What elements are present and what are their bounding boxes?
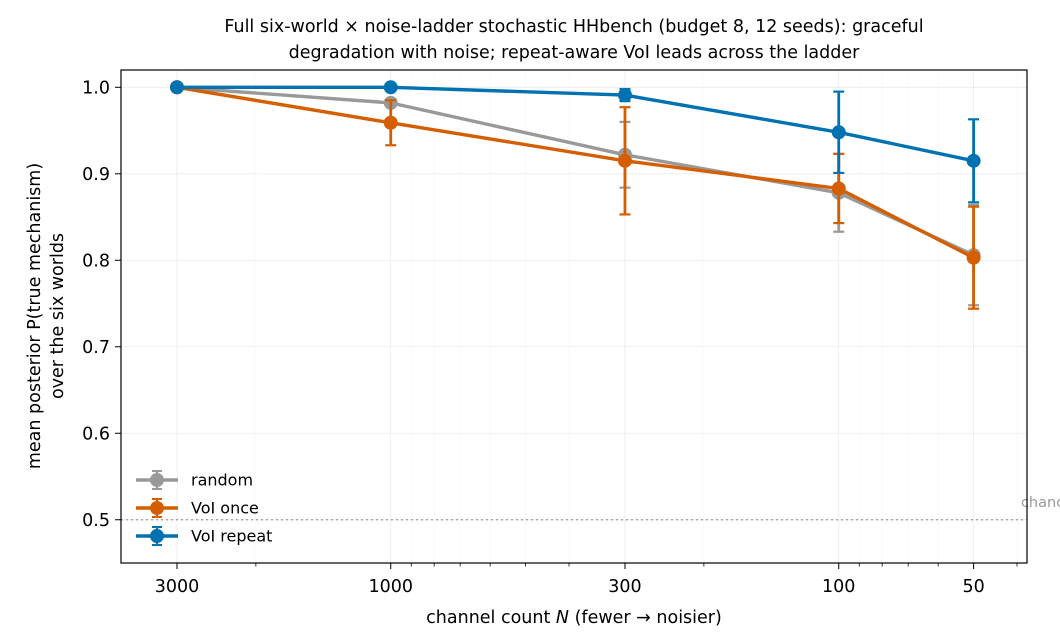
x-tick-label: 50 — [962, 577, 984, 597]
legend-marker — [150, 529, 164, 543]
x-tick-label: 300 — [608, 577, 641, 597]
legend-label: VoI once — [191, 499, 259, 518]
legend-label: VoI repeat — [191, 527, 272, 546]
chance-label: chance — [1021, 495, 1060, 511]
y-axis-label-line-1: mean posterior P(true mechanism) — [25, 163, 45, 469]
legend-item-random: random — [136, 470, 253, 490]
series-voi-repeat — [169, 80, 981, 204]
series-layer — [169, 80, 981, 310]
data-point — [169, 80, 184, 95]
data-point — [966, 250, 981, 265]
data-point — [831, 125, 846, 140]
series-line — [177, 85, 974, 163]
y-tick-label: 0.8 — [82, 251, 110, 271]
y-tick-label: 0.7 — [82, 338, 110, 358]
legend-marker — [150, 501, 164, 515]
x-axis-label: channel count N (fewer → noisier) — [426, 608, 722, 628]
y-tick-label: 0.5 — [82, 511, 110, 531]
x-axis: 3000 1000 300 100 50 — [155, 563, 1018, 597]
data-point — [383, 80, 398, 95]
chance-line: chance — [121, 495, 1060, 521]
x-tick-label: 100 — [822, 577, 855, 597]
y-tick-label: 1.0 — [82, 78, 110, 98]
y-tick-label: 0.6 — [82, 424, 110, 444]
legend: random VoI once VoI repeat — [136, 470, 272, 546]
plot-frame — [120, 69, 1028, 564]
data-point — [617, 153, 632, 168]
x-tick-label: 3000 — [155, 577, 200, 597]
y-tick-label: 0.9 — [82, 165, 110, 185]
legend-marker — [150, 473, 164, 487]
x-tick-label: 1000 — [368, 577, 413, 597]
series-line — [176, 85, 975, 260]
y-axis-label: mean posterior P(true mechanism) over th… — [25, 163, 68, 469]
data-point — [617, 88, 632, 103]
y-axis: 0.5 0.6 0.7 0.8 0.9 1.0 — [82, 78, 121, 531]
legend-label: random — [191, 471, 253, 490]
series-voi-once — [169, 80, 981, 310]
chart-title: Full six-world × noise-ladder stochastic… — [224, 17, 923, 63]
series-line — [176, 85, 975, 257]
data-point — [383, 115, 398, 130]
data-point — [831, 181, 846, 196]
legend-item-voi-once: VoI once — [136, 498, 259, 518]
chart-title-line-2: degradation with noise; repeat-aware VoI… — [289, 43, 860, 63]
data-point — [966, 153, 981, 168]
legend-item-voi-repeat: VoI repeat — [136, 526, 272, 546]
chart-title-line-1: Full six-world × noise-ladder stochastic… — [224, 17, 923, 37]
y-axis-label-line-2: over the six worlds — [48, 233, 68, 399]
